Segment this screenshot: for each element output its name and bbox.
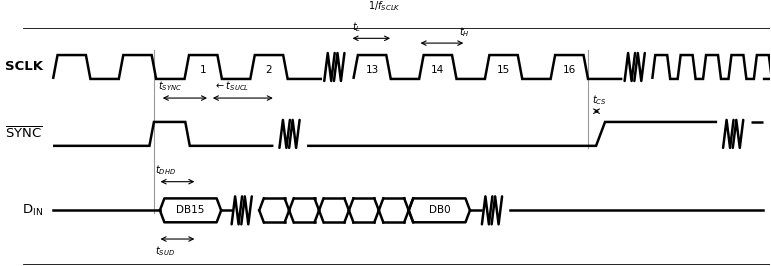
Text: $t_{SUD}$: $t_{SUD}$ — [156, 244, 176, 258]
Text: $t_{DHD}$: $t_{DHD}$ — [156, 164, 177, 177]
Text: $1/f_{SCLK}$: $1/f_{SCLK}$ — [369, 0, 401, 13]
Text: SCLK: SCLK — [5, 60, 42, 73]
Text: 2: 2 — [266, 65, 272, 75]
Text: $\overline{\mathrm{SYNC}}$: $\overline{\mathrm{SYNC}}$ — [5, 126, 42, 142]
Text: 15: 15 — [497, 65, 510, 75]
Text: $\leftarrow t_{SUCL}$: $\leftarrow t_{SUCL}$ — [214, 79, 249, 93]
Text: 1: 1 — [200, 65, 207, 75]
Text: $\mathrm{D_{IN}}$: $\mathrm{D_{IN}}$ — [22, 203, 42, 218]
Text: $t_L$: $t_L$ — [352, 20, 361, 34]
Text: 13: 13 — [365, 65, 379, 75]
Text: $t_H$: $t_H$ — [460, 25, 470, 39]
Text: $t_{CS}$: $t_{CS}$ — [592, 93, 607, 107]
Text: $t_{SYNC}$: $t_{SYNC}$ — [157, 79, 182, 93]
Text: DB0: DB0 — [429, 205, 450, 215]
Text: 16: 16 — [563, 65, 576, 75]
Text: DB15: DB15 — [177, 205, 205, 215]
Text: 14: 14 — [431, 65, 444, 75]
